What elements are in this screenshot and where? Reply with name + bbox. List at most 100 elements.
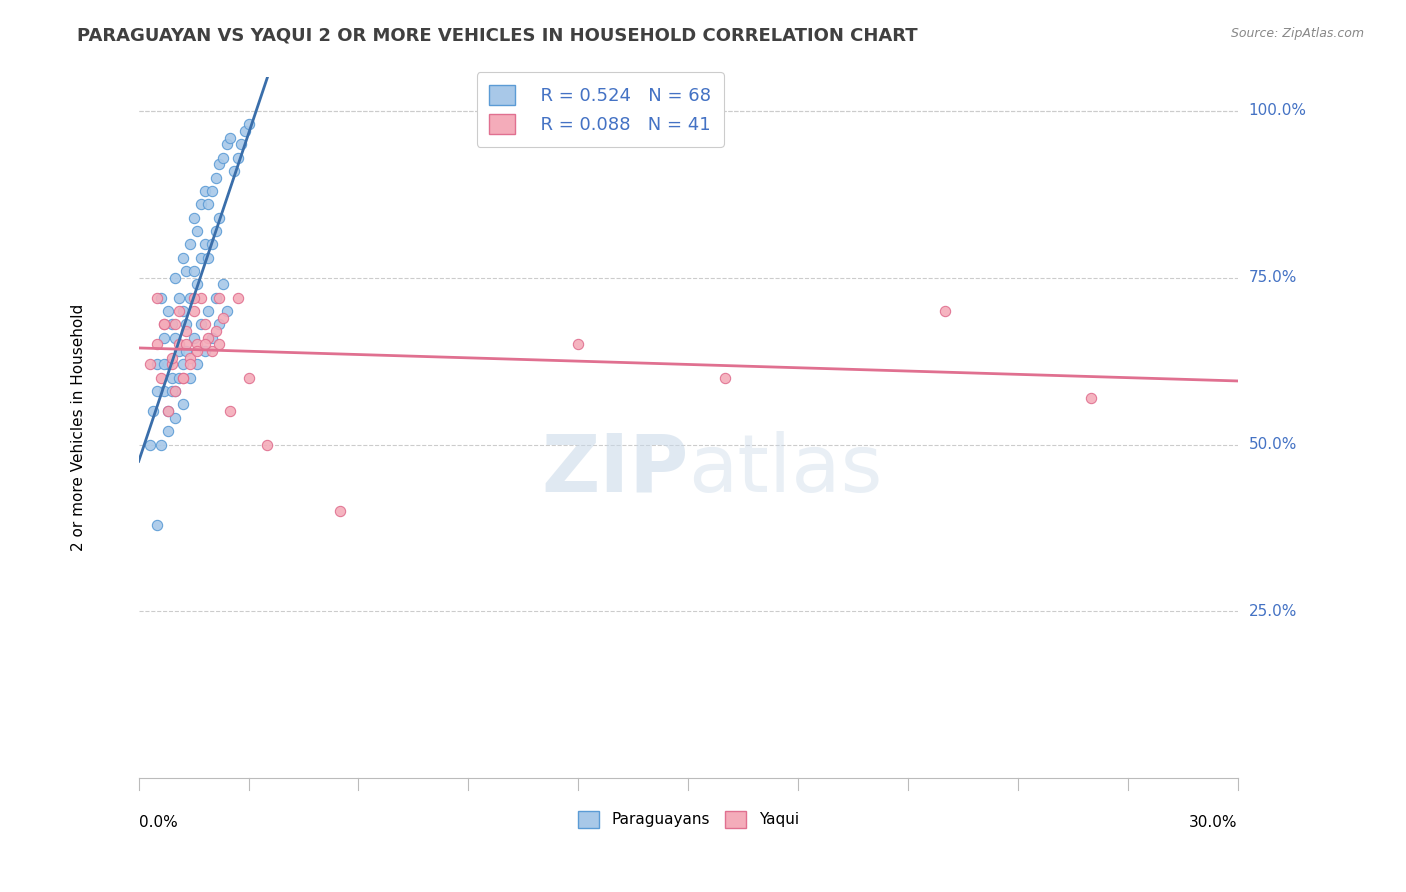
Point <box>156 304 179 318</box>
Point <box>179 291 201 305</box>
Point <box>165 318 187 332</box>
Point <box>197 331 219 345</box>
Point <box>194 237 217 252</box>
Point <box>149 437 172 451</box>
Legend: Paraguayans, Yaqui: Paraguayans, Yaqui <box>571 805 804 834</box>
Point <box>194 184 217 198</box>
Point <box>176 318 198 332</box>
Text: 2 or more Vehicles in Household: 2 or more Vehicles in Household <box>70 304 86 551</box>
Point <box>160 371 183 385</box>
Text: atlas: atlas <box>688 431 883 508</box>
Point <box>201 344 224 359</box>
Text: Source: ZipAtlas.com: Source: ZipAtlas.com <box>1230 27 1364 40</box>
Point <box>146 358 169 372</box>
Point <box>226 291 249 305</box>
Point <box>197 197 219 211</box>
Point <box>934 304 956 318</box>
Point <box>204 324 226 338</box>
Point <box>204 291 226 305</box>
Point <box>138 358 160 372</box>
Point <box>233 124 256 138</box>
Point <box>714 371 737 385</box>
Point <box>156 404 179 418</box>
Point <box>156 404 179 418</box>
Point <box>160 358 183 372</box>
Point <box>201 184 224 198</box>
Text: ZIP: ZIP <box>541 431 688 508</box>
Point <box>204 170 226 185</box>
Point <box>153 331 176 345</box>
Point <box>183 291 205 305</box>
Point <box>186 224 208 238</box>
Point <box>153 358 176 372</box>
Point <box>226 151 249 165</box>
Point <box>153 384 176 398</box>
Point <box>165 270 187 285</box>
Point <box>176 264 198 278</box>
Point <box>204 224 226 238</box>
Point <box>160 318 183 332</box>
Text: 0.0%: 0.0% <box>139 815 177 830</box>
Point <box>238 371 260 385</box>
Point <box>160 351 183 365</box>
Point <box>167 344 190 359</box>
Point <box>208 291 231 305</box>
Point <box>197 304 219 318</box>
Point <box>190 251 212 265</box>
Point <box>167 304 190 318</box>
Point <box>146 517 169 532</box>
Point <box>167 291 190 305</box>
Point <box>183 264 205 278</box>
Point <box>156 358 179 372</box>
Text: PARAGUAYAN VS YAQUI 2 OR MORE VEHICLES IN HOUSEHOLD CORRELATION CHART: PARAGUAYAN VS YAQUI 2 OR MORE VEHICLES I… <box>77 27 918 45</box>
Point <box>208 157 231 171</box>
Point <box>194 337 217 351</box>
Point <box>186 277 208 292</box>
Point <box>179 371 201 385</box>
Point <box>146 337 169 351</box>
Point <box>172 304 194 318</box>
Point <box>190 318 212 332</box>
Point <box>183 304 205 318</box>
Point <box>201 331 224 345</box>
Point <box>212 151 235 165</box>
Point <box>149 371 172 385</box>
Point <box>153 318 176 332</box>
Point <box>329 504 352 518</box>
Point <box>231 137 253 152</box>
Point <box>165 331 187 345</box>
Point <box>256 437 278 451</box>
Point <box>179 358 201 372</box>
Point <box>149 291 172 305</box>
Text: 100.0%: 100.0% <box>1249 103 1306 119</box>
Point <box>208 211 231 225</box>
Point <box>197 251 219 265</box>
Point <box>167 371 190 385</box>
Text: 25.0%: 25.0% <box>1249 604 1298 619</box>
Text: 75.0%: 75.0% <box>1249 270 1298 285</box>
Point <box>219 130 242 145</box>
Point <box>208 318 231 332</box>
Point <box>194 318 217 332</box>
Point <box>219 404 242 418</box>
Point <box>183 331 205 345</box>
Point <box>176 344 198 359</box>
Point <box>194 344 217 359</box>
Point <box>212 310 235 325</box>
Point <box>176 324 198 338</box>
Point <box>212 277 235 292</box>
Point <box>215 137 238 152</box>
Point <box>146 384 169 398</box>
Point <box>172 397 194 411</box>
Point <box>190 291 212 305</box>
Point <box>186 337 208 351</box>
Point <box>160 384 183 398</box>
Text: 30.0%: 30.0% <box>1189 815 1237 830</box>
Point <box>165 384 187 398</box>
Text: 50.0%: 50.0% <box>1249 437 1298 452</box>
Point <box>183 211 205 225</box>
Point <box>238 117 260 131</box>
Point <box>215 304 238 318</box>
Point <box>172 251 194 265</box>
Point <box>190 197 212 211</box>
